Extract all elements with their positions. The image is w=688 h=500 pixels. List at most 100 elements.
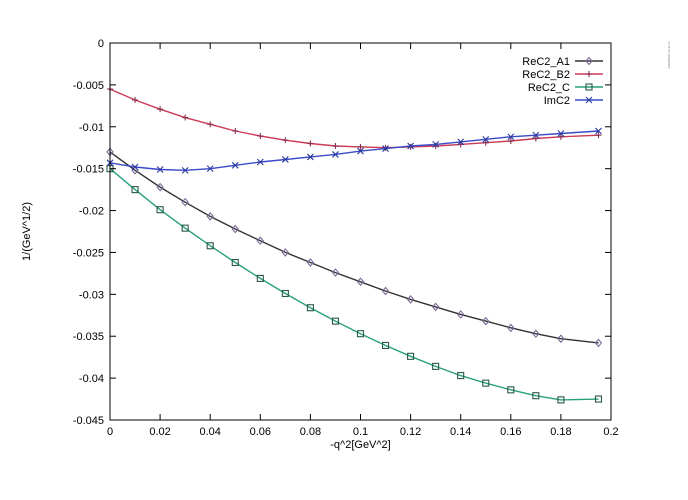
- data-point-rec2-a1: [356, 277, 365, 287]
- data-point-rec2-c: [306, 304, 314, 312]
- y-axis-label: 1/(GeV^1/2): [21, 202, 33, 261]
- data-point-imc2: [595, 127, 602, 135]
- data-point-imc2: [256, 158, 264, 166]
- data-point-imc2: [432, 140, 440, 148]
- x-tick-label: 0.02: [149, 426, 170, 438]
- data-point-imc2: [532, 131, 540, 139]
- x-tick-label: 0.18: [550, 426, 571, 438]
- data-point-rec2-a1: [482, 316, 490, 326]
- ticks-layer: 0 0.02 0.04 0.06 0.08 0.1 0.12 0.14 0.16 0.18 0.2 0…: [73, 38, 619, 438]
- data-point-imc2: [206, 165, 214, 173]
- data-point-rec2-a1: [557, 334, 565, 344]
- legend-label-rec2-a1: ReC2_A1: [522, 56, 570, 68]
- data-point-rec2-a1: [507, 323, 515, 333]
- y-tick-label: -0.045: [73, 415, 104, 427]
- x-tick-label: 0.14: [450, 426, 471, 438]
- y-tick-label: -0.005: [73, 80, 104, 92]
- data-point-rec2-c: [407, 352, 415, 360]
- series-line-imc2: [109, 130, 599, 172]
- data-point-rec2-c: [381, 341, 390, 349]
- x-axis-label: -q^2[GeV^2]: [330, 439, 390, 451]
- data-point-rec2-b2: [332, 143, 339, 150]
- data-point-rec2-a1: [331, 268, 340, 277]
- data-point-rec2-c: [131, 186, 139, 194]
- data-point-rec2-b2: [307, 140, 314, 147]
- data-point-rec2-b2: [232, 127, 239, 134]
- data-point-rec2-c: [356, 330, 365, 338]
- data-point-rec2-b2: [282, 137, 289, 144]
- legend-label-rec2-b2: ReC2_B2: [522, 69, 570, 81]
- x-tick-label: 0.04: [199, 426, 220, 438]
- data-point-rec2-c: [231, 258, 239, 267]
- data-point-rec2-a1: [594, 338, 603, 348]
- data-point-rec2-c: [457, 372, 465, 380]
- y-tick-label: -0.035: [73, 331, 104, 343]
- series-layer: [106, 86, 603, 404]
- data-point-rec2-a1: [431, 302, 440, 312]
- data-point-rec2-a1: [306, 258, 315, 267]
- series-line-rec2-c: [109, 168, 599, 401]
- y-tick-label: -0.04: [79, 373, 104, 385]
- data-point-imc2: [231, 161, 239, 169]
- data-point-imc2: [181, 166, 189, 174]
- data-point-rec2-a1: [456, 310, 465, 319]
- data-point-rec2-a1: [181, 197, 189, 207]
- series-line-rec2-a1: [109, 151, 599, 344]
- data-point-rec2-a1: [281, 248, 290, 257]
- data-point-rec2-b2: [595, 132, 602, 139]
- data-point-rec2-c: [156, 206, 164, 214]
- data-point-imc2: [482, 135, 490, 143]
- data-point-rec2-a1: [406, 295, 415, 304]
- y-tick-label: 0: [98, 38, 104, 50]
- data-point-imc2: [382, 145, 389, 152]
- legend-marker-imc2: [585, 96, 593, 104]
- data-point-rec2-b2: [132, 96, 139, 103]
- data-point-rec2-b2: [507, 138, 514, 145]
- x-tick-label: 0: [107, 426, 113, 438]
- data-point-rec2-c: [181, 224, 189, 232]
- x-tick-label: 0.06: [250, 426, 271, 438]
- y-tick-label: -0.03: [79, 289, 104, 301]
- data-point-rec2-c: [482, 379, 490, 387]
- legend-marker-rec2-a1: [585, 56, 593, 66]
- x-tick-label: 0.1: [353, 426, 368, 438]
- data-point-imc2: [307, 153, 314, 161]
- data-point-rec2-c: [281, 289, 289, 298]
- y-tick-label: -0.015: [73, 164, 104, 176]
- data-point-imc2: [281, 156, 289, 163]
- data-point-rec2-a1: [206, 212, 214, 221]
- data-point-rec2-b2: [182, 114, 189, 121]
- x-tick-label: 0.2: [603, 426, 618, 438]
- margin-note: 2010/05/06 16:42:37: [667, 41, 671, 69]
- data-point-imc2: [557, 130, 565, 137]
- series-imc2: [106, 127, 602, 174]
- data-point-rec2-b2: [357, 143, 364, 150]
- legend-marker-rec2-c: [585, 83, 593, 91]
- legend-marker-rec2-b2: [586, 71, 592, 77]
- data-point-rec2-a1: [256, 236, 265, 246]
- y-tick-label: -0.02: [79, 206, 104, 218]
- data-point-imc2: [156, 166, 164, 173]
- y-tick-label: -0.01: [79, 122, 104, 134]
- data-point-rec2-b2: [207, 121, 214, 128]
- legend-label-rec2-c: ReC2_C: [528, 82, 570, 94]
- data-point-rec2-c: [206, 242, 214, 250]
- x-tick-label: 0.12: [400, 426, 421, 438]
- data-point-rec2-a1: [381, 286, 390, 296]
- data-point-rec2-c: [331, 317, 340, 325]
- data-point-imc2: [407, 142, 414, 150]
- data-point-rec2-a1: [532, 329, 540, 339]
- data-point-imc2: [507, 133, 515, 141]
- data-point-rec2-c: [507, 386, 515, 394]
- data-point-rec2-a1: [231, 224, 239, 234]
- data-point-rec2-c: [594, 395, 603, 403]
- series-rec2-b2: [107, 86, 602, 151]
- data-point-imc2: [357, 147, 364, 155]
- data-point-rec2-b2: [482, 139, 489, 146]
- data-point-rec2-b2: [257, 132, 264, 139]
- data-point-rec2-c: [557, 396, 565, 404]
- y-tick-label: -0.025: [73, 247, 104, 259]
